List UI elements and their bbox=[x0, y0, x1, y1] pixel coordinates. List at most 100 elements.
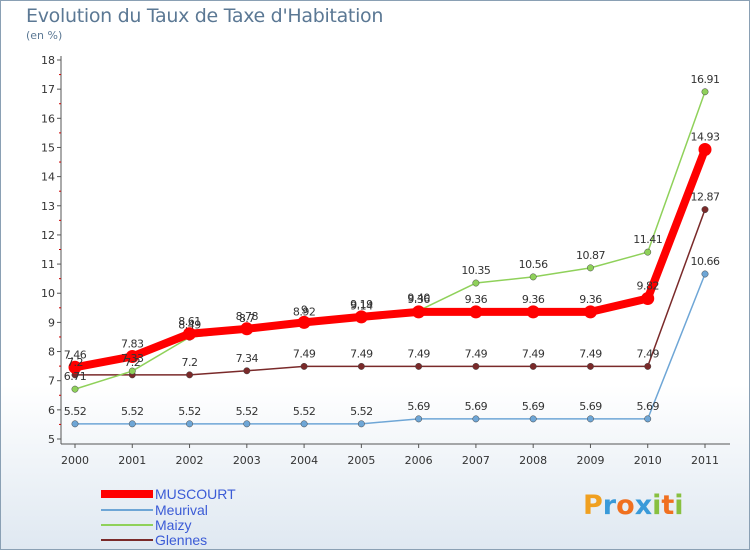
data-label-muscourt: 8.61 bbox=[178, 315, 201, 328]
data-label-maizy: 7.33 bbox=[121, 352, 144, 365]
data-point-meurival bbox=[701, 270, 709, 278]
y-tick-label: 6 bbox=[48, 404, 55, 417]
data-label-meurival: 5.69 bbox=[407, 400, 430, 413]
data-point-meurival bbox=[472, 415, 480, 423]
data-label-meurival: 5.69 bbox=[636, 400, 659, 413]
legend-swatch-meurival bbox=[101, 509, 153, 511]
data-label-maizy: 11.41 bbox=[633, 233, 662, 246]
series-line-meurival bbox=[75, 273, 706, 425]
data-label-maizy: 10.35 bbox=[461, 264, 490, 277]
data-point-maizy bbox=[644, 248, 652, 256]
data-point-muscourt bbox=[641, 291, 655, 305]
x-tick-label: 2008 bbox=[519, 454, 547, 467]
data-point-maizy bbox=[587, 264, 594, 272]
y-tick-label: 17 bbox=[41, 83, 55, 96]
data-point-maizy bbox=[128, 367, 136, 375]
series-line-glennes bbox=[75, 209, 706, 376]
data-label-glennes: 7.49 bbox=[636, 347, 659, 360]
data-point-meurival bbox=[71, 420, 79, 428]
data-point-muscourt bbox=[412, 305, 426, 319]
x-tick-label: 2010 bbox=[634, 454, 662, 467]
logo-letter: i bbox=[674, 490, 684, 521]
data-label-glennes: 7.49 bbox=[522, 347, 545, 360]
data-point-glennes bbox=[415, 362, 423, 370]
legend-item-muscourt: MUSCOURT bbox=[101, 486, 261, 502]
data-point-meurival bbox=[587, 415, 594, 423]
legend-swatch-maizy bbox=[101, 524, 153, 526]
x-tick-label: 2001 bbox=[118, 454, 146, 467]
data-point-muscourt bbox=[125, 349, 139, 363]
x-tick-label: 2003 bbox=[233, 454, 261, 467]
legend-label-maizy: Maizy bbox=[155, 517, 192, 533]
data-point-glennes bbox=[357, 362, 365, 370]
data-label-glennes: 7.49 bbox=[350, 347, 373, 360]
data-label-meurival: 5.69 bbox=[579, 400, 602, 413]
data-point-glennes bbox=[243, 367, 251, 375]
data-point-meurival bbox=[415, 415, 423, 423]
data-label-meurival: 5.69 bbox=[465, 400, 488, 413]
data-point-glennes bbox=[644, 362, 652, 370]
y-tick-label: 14 bbox=[41, 171, 55, 184]
data-point-glennes bbox=[587, 362, 594, 370]
legend-swatch-muscourt bbox=[101, 490, 153, 498]
data-point-muscourt bbox=[698, 143, 712, 157]
data-point-meurival bbox=[128, 420, 136, 428]
logo-letter: i bbox=[652, 490, 662, 521]
logo-letter: x bbox=[634, 490, 653, 521]
data-point-glennes bbox=[300, 362, 308, 370]
data-point-muscourt bbox=[240, 322, 254, 336]
series-line-muscourt bbox=[74, 148, 709, 372]
data-label-meurival: 5.52 bbox=[293, 405, 316, 418]
x-tick-label: 2007 bbox=[462, 454, 490, 467]
data-label-maizy: 9.14 bbox=[350, 299, 373, 312]
data-label-meurival: 5.69 bbox=[522, 400, 545, 413]
data-label-maizy: 10.87 bbox=[576, 249, 605, 262]
y-tick-label: 11 bbox=[41, 258, 55, 271]
proxiti-logo: Proxiti bbox=[583, 490, 684, 521]
data-point-glennes bbox=[472, 362, 480, 370]
logo-letter: o bbox=[616, 490, 635, 521]
data-label-maizy: 8.7 bbox=[239, 312, 255, 325]
x-tick-label: 2002 bbox=[176, 454, 204, 467]
legend-item-meurival: Meurival bbox=[101, 502, 261, 518]
chart-unit: (en %) bbox=[26, 29, 63, 42]
data-label-muscourt: 9.19 bbox=[350, 298, 373, 311]
data-label-glennes: 7.49 bbox=[465, 347, 488, 360]
logo-letter: t bbox=[661, 490, 675, 521]
data-point-muscourt bbox=[354, 310, 368, 324]
data-label-muscourt: 9.36 bbox=[579, 293, 602, 306]
data-point-muscourt bbox=[526, 305, 540, 319]
data-point-glennes bbox=[701, 206, 709, 214]
x-tick-label: 2004 bbox=[290, 454, 318, 467]
x-tick-label: 2009 bbox=[576, 454, 604, 467]
data-point-maizy bbox=[71, 385, 79, 393]
data-label-meurival: 5.52 bbox=[64, 405, 87, 418]
y-tick-label: 15 bbox=[41, 141, 55, 154]
data-point-maizy bbox=[472, 279, 480, 287]
data-point-maizy bbox=[701, 88, 709, 96]
data-label-maizy: 16.91 bbox=[691, 73, 720, 86]
data-label-meurival: 5.52 bbox=[236, 405, 259, 418]
y-tick-label: 7 bbox=[48, 375, 55, 388]
data-label-maizy: 8.92 bbox=[293, 306, 316, 319]
data-label-muscourt: 7.83 bbox=[121, 337, 144, 350]
data-label-glennes: 7.34 bbox=[236, 352, 259, 365]
data-label-muscourt: 9.36 bbox=[407, 293, 430, 306]
data-label-muscourt: 7.46 bbox=[64, 348, 87, 361]
data-point-maizy bbox=[529, 273, 537, 281]
data-label-meurival: 5.52 bbox=[178, 405, 201, 418]
data-point-meurival bbox=[357, 420, 365, 428]
legend-item-maizy: Maizy bbox=[101, 517, 261, 533]
y-tick-label: 5 bbox=[48, 433, 55, 446]
data-point-muscourt bbox=[469, 305, 483, 319]
legend-swatch-glennes bbox=[101, 539, 153, 541]
x-tick-label: 2011 bbox=[691, 454, 719, 467]
data-label-glennes: 7.2 bbox=[124, 356, 140, 369]
y-tick-label: 12 bbox=[41, 229, 55, 242]
data-label-meurival: 10.66 bbox=[691, 255, 720, 268]
data-label-glennes: 7.49 bbox=[579, 347, 602, 360]
data-point-meurival bbox=[243, 420, 251, 428]
y-tick-label: 9 bbox=[48, 316, 55, 329]
data-label-glennes: 7.2 bbox=[182, 356, 198, 369]
